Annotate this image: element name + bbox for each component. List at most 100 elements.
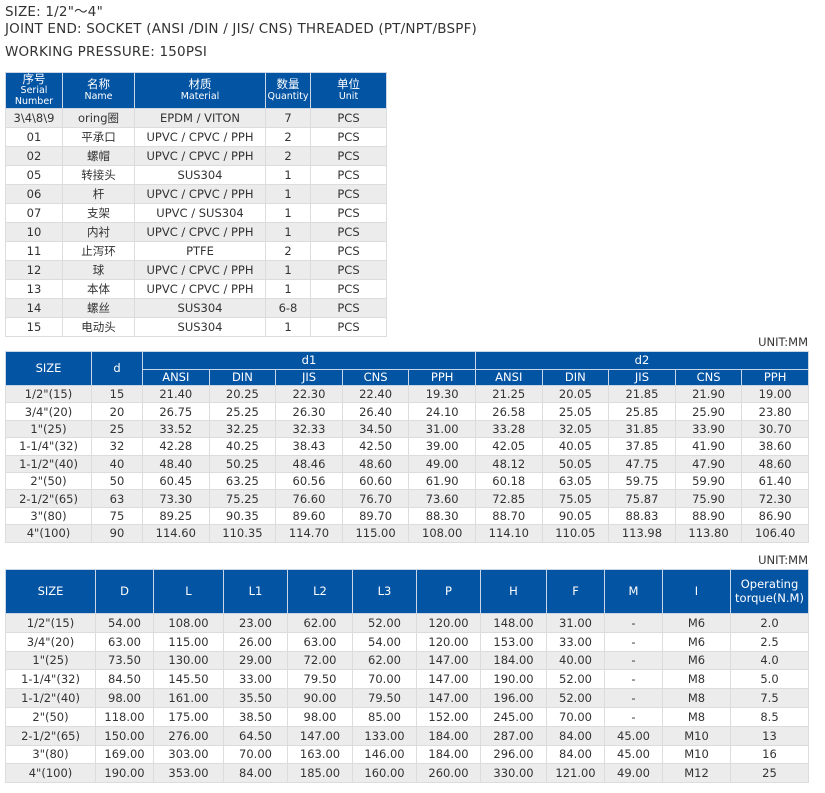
table-cell: 14 <box>5 298 63 319</box>
parts-header: 材质 Material <box>134 71 266 110</box>
dimension-header: D <box>95 569 154 614</box>
table-cell: 1"(25) <box>5 650 96 671</box>
table-cell: 26.40 <box>341 402 410 421</box>
table-row: 07 支架 UPVC / SUS304 1 PCS <box>5 203 387 224</box>
table-cell: 72.85 <box>474 489 543 508</box>
joint-end-spec: JOINT END: SOCKET (ANSI /DIN / JIS/ CNS)… <box>5 21 478 37</box>
table-cell: M8 <box>662 706 731 727</box>
standard-header: JIS <box>608 369 676 386</box>
table-cell: PCS <box>310 146 387 167</box>
table-cell: 38.60 <box>741 437 809 456</box>
table-cell: 72.30 <box>741 489 809 508</box>
table-cell: 62.00 <box>287 613 353 633</box>
table-cell: 48.12 <box>474 454 543 473</box>
table-cell: 70.00 <box>546 706 605 727</box>
table-cell: 89.70 <box>341 506 410 526</box>
table-cell: 64.50 <box>223 725 288 746</box>
table-cell: 76.70 <box>341 489 410 508</box>
table-cell: 52.00 <box>352 613 417 633</box>
dimension-header: P <box>416 569 481 614</box>
table-cell: 106.40 <box>741 524 809 543</box>
table-cell: SUS304 <box>134 165 266 186</box>
table-row: 2"(50) 118.00 175.00 38.50 98.00 85.00 152.00 2… <box>5 706 809 727</box>
table-cell: - <box>604 650 663 671</box>
table-cell: 3/4"(20) <box>5 631 96 652</box>
header-cn: 材质 <box>188 77 212 92</box>
table-cell: 25.85 <box>608 402 676 421</box>
dimension-header: F <box>546 569 605 614</box>
table-cell: 1/2"(15) <box>5 613 96 633</box>
table-cell: 07 <box>5 203 63 224</box>
header-cn: 序号 <box>22 72 46 86</box>
table-cell: 330.00 <box>480 763 547 784</box>
table-cell: 1 <box>265 317 311 338</box>
table-cell: 7.5 <box>730 688 809 708</box>
table-cell: 75.05 <box>541 489 610 508</box>
table-cell: 79.50 <box>287 669 353 690</box>
table-cell: 32 <box>91 437 143 456</box>
table-cell: 38.43 <box>275 437 343 456</box>
table-cell: PCS <box>310 127 387 148</box>
table-cell: 33.00 <box>223 669 288 690</box>
table-row: 1"(25) 73.50 130.00 29.00 72.00 62.00 147.00 18… <box>5 650 809 671</box>
table-cell: 2-1/2"(65) <box>5 725 96 746</box>
table-row: 12 球 UPVC / CPVC / PPH 1 PCS <box>5 260 387 281</box>
table-cell: 84.00 <box>223 763 288 784</box>
table-cell: 26.30 <box>275 402 343 421</box>
table-cell: M12 <box>662 763 731 784</box>
dimension-header: L3 <box>352 569 417 614</box>
table-cell: 185.00 <box>287 763 353 784</box>
table-cell: 196.00 <box>480 688 547 708</box>
header-en: Name <box>84 90 113 102</box>
table-cell: 90.00 <box>287 688 353 708</box>
table-cell: 26.58 <box>474 402 543 421</box>
table-cell: PCS <box>310 260 387 281</box>
table-cell: 245.00 <box>480 706 547 727</box>
table-cell: 31.00 <box>408 419 476 439</box>
table-cell: 32.05 <box>541 419 610 439</box>
table-row: 1-1/4"(32) 84.50 145.50 33.00 79.50 70.00 147.… <box>5 669 809 690</box>
table-cell: 88.90 <box>674 506 743 526</box>
table-cell: 25.25 <box>208 402 277 421</box>
table-cell: 支架 <box>62 203 135 224</box>
table-cell: 23.80 <box>741 402 809 421</box>
parts-header: 单位 Unit <box>310 71 387 110</box>
table-cell: 21.25 <box>474 384 543 404</box>
table-cell: 31.85 <box>608 419 676 439</box>
table-cell: PCS <box>310 241 387 262</box>
table-cell: 120.00 <box>416 631 481 652</box>
table-cell: 2.5 <box>730 631 809 652</box>
table-cell: M10 <box>662 725 731 746</box>
table-row: 2-1/2"(65) 150.00 276.00 64.50 147.00 133.00 1… <box>5 725 809 746</box>
header-en: Quantity <box>267 90 309 102</box>
table-cell: PCS <box>310 108 387 129</box>
table-cell: 42.50 <box>341 437 410 456</box>
table-cell: UPVC / CPVC / PPH <box>134 279 266 300</box>
table-cell: 303.00 <box>153 744 224 765</box>
table-cell: - <box>604 688 663 708</box>
table-cell: 62.00 <box>352 650 417 671</box>
table-cell: 145.50 <box>153 669 224 690</box>
table-row: 2"(50) 50 60.45 63.25 60.56 60.60 61.90 60.18 63… <box>5 471 809 491</box>
table-cell: 73.30 <box>142 489 210 508</box>
table-cell: 147.00 <box>416 669 481 690</box>
table-cell: M6 <box>662 650 731 671</box>
dimension-header: H <box>480 569 547 614</box>
table-cell: 60.18 <box>474 471 543 491</box>
table-row: 1-1/2"(40) 40 48.40 50.25 48.46 48.60 49.00 48.… <box>5 454 809 473</box>
table-cell: SUS304 <box>134 317 266 338</box>
table-cell: 84.00 <box>546 725 605 746</box>
table-cell: 40 <box>91 454 143 473</box>
dimension-header: SIZE <box>5 569 96 614</box>
table-cell: PCS <box>310 279 387 300</box>
table-cell: 33.00 <box>546 631 605 652</box>
table-cell: 32.25 <box>208 419 277 439</box>
standard-header: CNS <box>674 369 743 386</box>
table-cell: 2 <box>265 241 311 262</box>
table-cell: 88.83 <box>608 506 676 526</box>
table-row: 11 止泻环 PTFE 2 PCS <box>5 241 387 262</box>
table-row: 4"(100) 190.00 353.00 84.00 185.00 160.00 260.… <box>5 763 809 784</box>
standard-header: ANSI <box>142 369 210 386</box>
table-row: 1/2"(15) 15 21.40 20.25 22.30 22.40 19.30 21.25… <box>5 384 809 404</box>
table-row: 06 杆 UPVC / CPVC / PPH 1 PCS <box>5 184 387 205</box>
